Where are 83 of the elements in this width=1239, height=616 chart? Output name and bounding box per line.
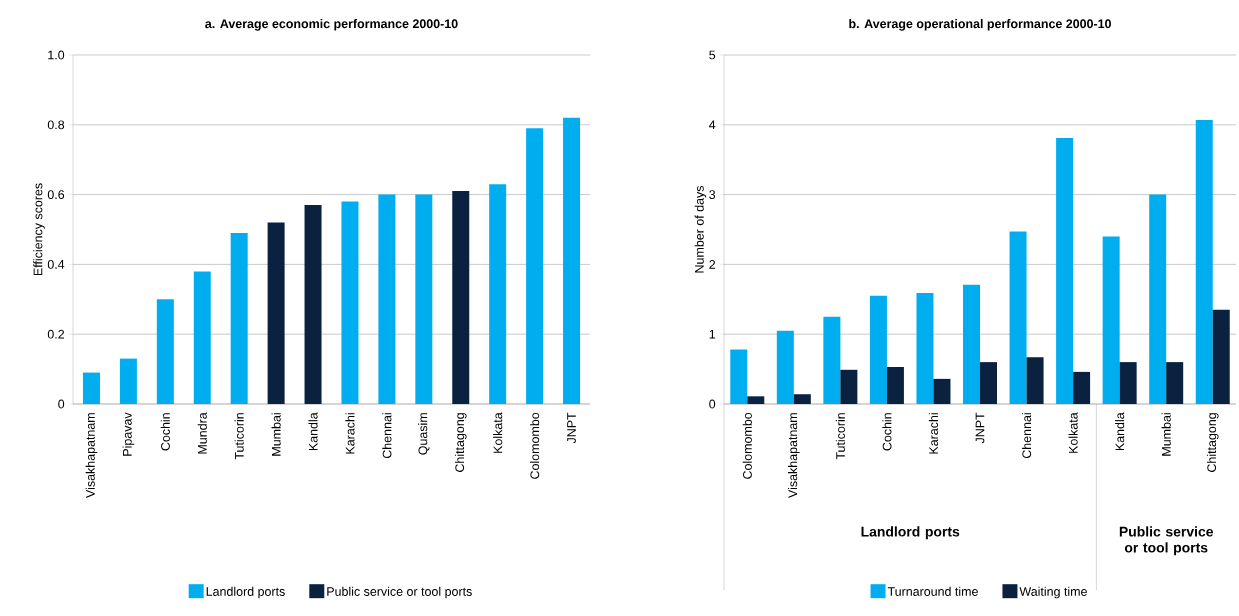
text: Public service or tool ports [1119,526,1214,556]
x-tick-label: Kandla [1115,412,1125,451]
y-tick-label: 0.6 [47,190,65,200]
x-tick-label: Kolkata [1068,412,1078,453]
bar [82,372,100,404]
x-tick-label: Karachi [928,413,939,454]
bar [193,271,211,404]
y-tick-label: 0 [709,399,716,409]
bar [1026,357,1044,404]
bar [1166,362,1184,404]
bar [1195,119,1213,404]
x-tick-label: Chittagong [1206,413,1219,472]
bar [1073,371,1091,404]
x-tick-label: Colomombo [530,412,540,479]
bar [1056,138,1074,404]
x-tick-label: Colomombo [742,412,752,479]
x-tick-label: JNPT [567,412,576,444]
y-axis-title: Number of days [694,186,707,273]
bar [916,293,934,404]
bar [119,358,137,404]
x-tick-label: Tuticorin [835,413,845,460]
bar [452,191,470,404]
x-tick-label: Mumbai [1161,413,1171,456]
y-axis-title: Efficiency scores [33,183,45,276]
bar [793,394,811,404]
bar [341,201,359,404]
x-tick-label: Cochin [160,413,170,451]
bar [933,378,951,404]
y-tick-label: 5 [709,50,716,60]
bar [980,362,998,404]
x-tick-label: Mundra [197,412,207,454]
bar [489,184,507,404]
x-tick-label: Chennai [1021,413,1032,459]
bar [156,299,174,404]
bar [840,369,858,404]
y-tick-label: 0.8 [47,120,65,130]
bar [1102,236,1120,404]
x-tick-label: Kandla [308,412,318,451]
bar [1119,362,1137,404]
bar [730,349,748,404]
bar [230,232,248,404]
x-tick-label: Visakhapatnam [788,413,800,498]
chart-title: b. Average operational performance 2000-10 [849,19,1111,31]
y-tick-label: 3 [709,190,716,200]
bar [776,330,794,404]
y-tick-label: 0.4 [47,260,65,269]
bar [526,128,544,404]
legend-label: Public service or tool ports [327,586,472,599]
bar [963,284,981,404]
bar [1149,194,1167,404]
y-tick-label: 4 [709,120,716,130]
bar [563,117,581,404]
y-tick-label: 0.2 [47,329,65,339]
x-tick-label: Pipavav [122,412,135,456]
bar [823,316,841,404]
text: Landlord ports [861,526,960,540]
x-tick-label: Karachi [345,413,355,454]
x-tick-label: Mumbai [271,413,281,456]
y-tick-label: 2 [709,260,716,269]
bar [1009,231,1027,404]
y-tick-label: 1.0 [48,50,65,60]
bar [267,222,285,404]
legend-label: Landlord ports [206,586,285,599]
x-tick-label: Chittagong [454,413,467,472]
x-tick-label: Cochin [882,413,892,451]
bar [747,396,765,404]
bar [869,295,887,404]
y-tick-label: 0 [58,399,65,409]
legend-label: Waiting time [1019,586,1087,599]
bar [378,194,396,404]
x-tick-label: Tuticorin [234,413,244,460]
x-tick-label: Kolkata [493,412,503,453]
bar [304,205,322,404]
bar [886,367,904,404]
bar [415,194,433,404]
legend-label: Turnaround time [887,586,978,596]
y-tick-label: 1 [709,329,716,339]
x-tick-label: JNPT [975,412,985,444]
x-tick-label: Visakhapatnam [85,413,98,498]
bar [1212,309,1230,404]
chart-title: a. Average economic performance 2000-10 [205,19,458,31]
x-tick-label: Chennai [382,413,392,459]
x-tick-label: Quasim [418,413,430,455]
